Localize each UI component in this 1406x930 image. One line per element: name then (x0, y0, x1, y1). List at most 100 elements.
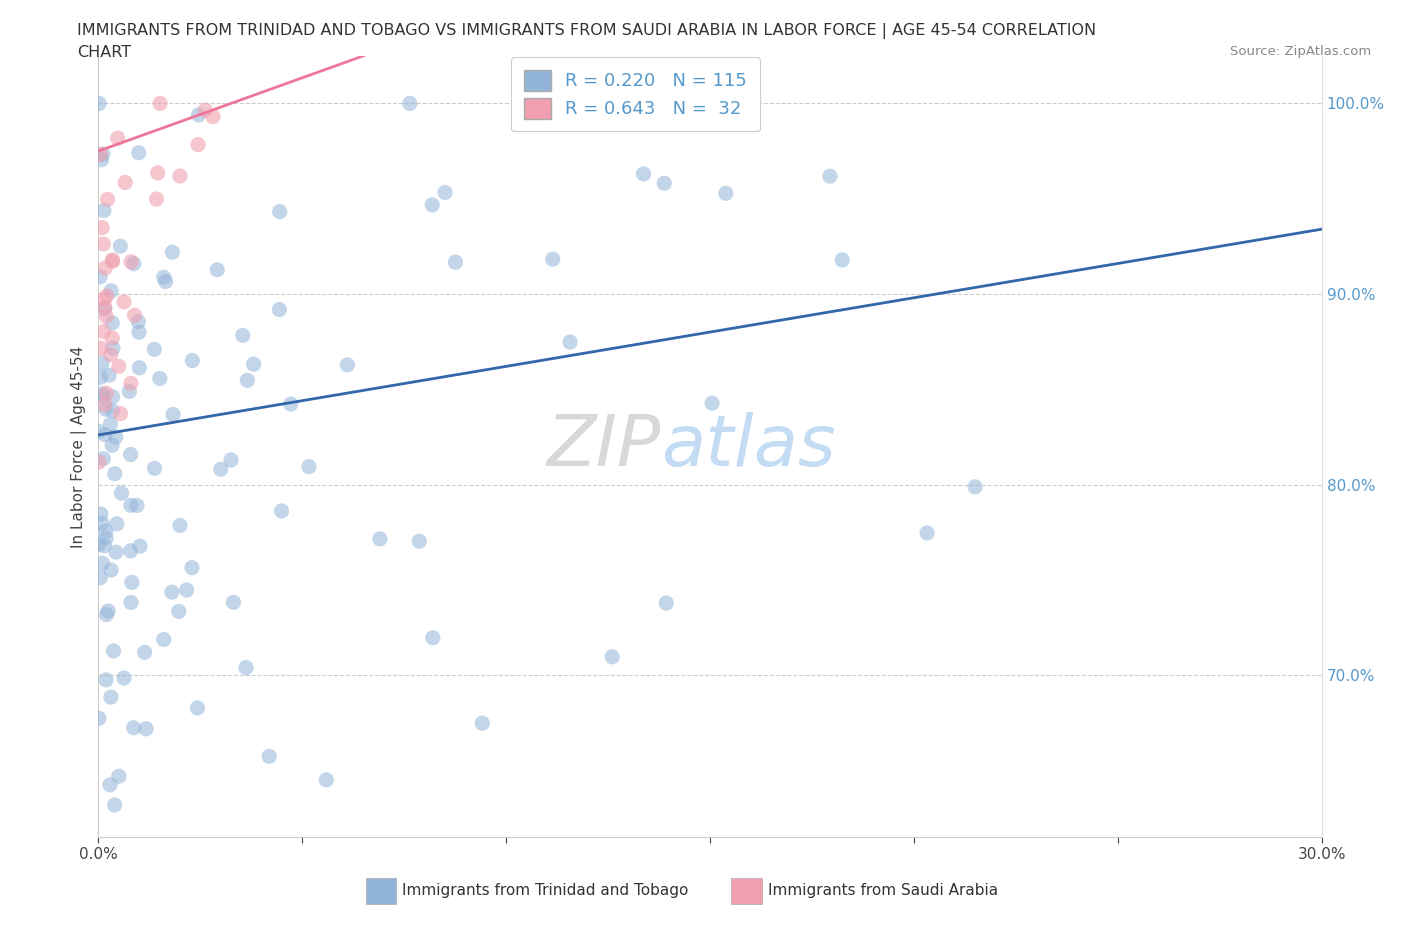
Point (818, 168, 841, 183)
Point (135, 722, 157, 737)
Point (87, 455, 110, 470)
Point (108, 769, 131, 784)
Point (100, 563, 122, 578)
Point (100, 417, 122, 432)
Point (232, 328, 254, 343)
Point (94, 672, 117, 687)
Text: Immigrants from Saudi Arabia: Immigrants from Saudi Arabia (768, 884, 998, 898)
Point (122, 720, 145, 735)
Text: Source: ZipAtlas.com: Source: ZipAtlas.com (1230, 45, 1371, 58)
Point (143, 342, 166, 357)
Y-axis label: In Labor Force | Age 45-54: In Labor Force | Age 45-54 (72, 345, 87, 548)
Point (91, 220, 114, 235)
Point (121, 575, 143, 590)
Point (169, 168, 191, 183)
Point (235, 660, 257, 675)
Point (101, 315, 124, 330)
Point (143, 461, 166, 476)
Point (112, 671, 135, 685)
Point (128, 360, 150, 375)
Point (398, 96, 420, 111)
Point (90, 153, 112, 167)
Point (152, 632, 174, 647)
Point (128, 325, 150, 339)
Point (101, 390, 124, 405)
Point (103, 644, 125, 658)
Legend: R = 0.220   N = 115, R = 0.643   N =  32: R = 0.220 N = 115, R = 0.643 N = 32 (512, 57, 759, 131)
Point (149, 371, 172, 386)
Point (257, 749, 280, 764)
Point (96, 607, 118, 622)
Point (93, 538, 115, 553)
Point (118, 384, 141, 399)
Point (104, 430, 127, 445)
Point (120, 498, 142, 512)
Point (162, 407, 184, 422)
Point (187, 108, 209, 123)
Point (101, 438, 124, 453)
Text: ZIP: ZIP (547, 412, 661, 481)
Point (652, 176, 675, 191)
Point (90, 370, 112, 385)
Point (100, 690, 122, 705)
Point (915, 525, 938, 540)
Point (120, 254, 142, 269)
FancyBboxPatch shape (731, 878, 762, 904)
Point (633, 166, 655, 181)
Point (94, 299, 117, 314)
Point (91, 386, 114, 401)
Point (112, 295, 135, 310)
Point (101, 404, 124, 418)
Point (558, 335, 581, 350)
Point (87, 96, 110, 111)
Point (129, 538, 152, 553)
Point (96, 192, 118, 206)
Point (104, 545, 127, 560)
Point (94, 524, 117, 538)
Point (162, 245, 184, 259)
Point (128, 145, 150, 160)
Point (93, 203, 115, 218)
Point (167, 604, 190, 618)
Point (93, 325, 115, 339)
Point (91, 355, 114, 370)
Point (714, 186, 737, 201)
Point (368, 531, 391, 546)
Point (120, 543, 142, 558)
Point (655, 596, 678, 611)
Point (155, 274, 177, 289)
Point (94, 402, 117, 417)
Point (101, 330, 124, 345)
Point (91, 556, 114, 571)
Point (219, 453, 242, 468)
Point (93, 292, 115, 307)
Point (269, 302, 291, 317)
Point (105, 516, 128, 531)
Point (96, 386, 118, 401)
Point (127, 314, 149, 329)
Point (152, 270, 174, 285)
Point (94, 260, 117, 275)
Point (160, 585, 183, 600)
Point (104, 798, 127, 813)
Point (94, 301, 117, 316)
Point (202, 109, 225, 124)
Point (122, 257, 145, 272)
Point (91, 516, 114, 531)
Point (831, 252, 853, 267)
Point (181, 560, 204, 575)
Point (181, 353, 204, 368)
Point (107, 131, 129, 146)
Point (600, 649, 623, 664)
Point (965, 479, 987, 494)
Point (89, 270, 111, 285)
Point (91, 389, 114, 404)
Point (90, 340, 112, 355)
Point (100, 347, 122, 362)
Point (87, 537, 110, 551)
Point (96, 309, 118, 324)
FancyBboxPatch shape (366, 878, 396, 904)
Point (315, 773, 337, 788)
Text: CHART: CHART (77, 45, 131, 60)
Point (336, 357, 359, 372)
